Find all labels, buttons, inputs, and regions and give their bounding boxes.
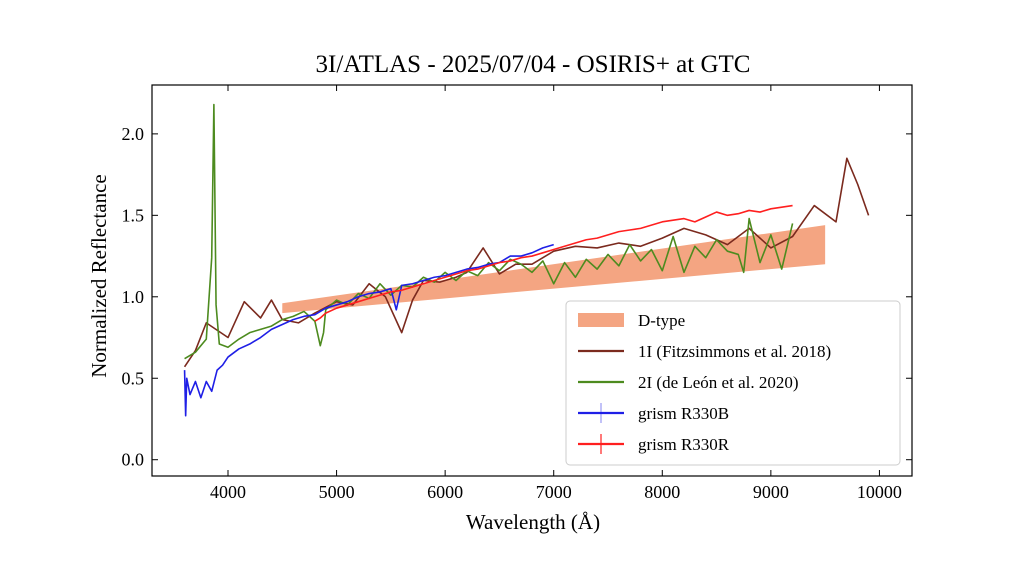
x-tick-label-5000: 5000 — [319, 482, 355, 502]
x-tick-label-7000: 7000 — [536, 482, 572, 502]
y-tick-label-0: 0.0 — [122, 450, 145, 470]
series-line-1i-fitzsimmons-et-al-2018 — [183, 157, 870, 368]
plot-frame — [151, 84, 913, 477]
legend-label-2i-de-le-n-et-al-2020: 2I (de León et al. 2020) — [638, 373, 799, 392]
plot-area — [183, 103, 870, 417]
legend-box — [565, 300, 901, 466]
legend-label-1i-fitzsimmons-et-al-2018: 1I (Fitzsimmons et al. 2018) — [638, 342, 831, 361]
chart-title: 3I/ATLAS - 2025/07/04 - OSIRIS+ at GTC — [316, 51, 751, 78]
legend: D-type 1I (Fitzsimmons et al. 2018) 2I (de… — [565, 300, 901, 466]
x-tick-label-10000: 10000 — [857, 482, 902, 502]
x-tick-label-9000: 9000 — [753, 482, 789, 502]
x-axis-label: Wavelength (Å) — [466, 510, 600, 534]
legend-label-grism-r330r: grism R330R — [638, 435, 730, 454]
legend-swatch-grism-r330r — [578, 434, 624, 454]
y-tick-label-2: 1.0 — [122, 287, 145, 307]
y-axis-label: Normalized Reflectance — [87, 174, 111, 377]
y-tick-label-3: 1.5 — [122, 205, 145, 225]
x-tick-label-8000: 8000 — [644, 482, 680, 502]
axes: 4000 5000 6000 7000 8000 9000 10000 0.0 0.5 1.0 1.… — [122, 84, 913, 502]
series-line-grism-r330b — [183, 243, 554, 417]
series-line-grism-r330r — [314, 204, 793, 322]
x-tick-label-6000: 6000 — [427, 482, 463, 502]
x-tick-label-4000: 4000 — [210, 482, 246, 502]
y-tick-label-4: 2.0 — [122, 124, 145, 144]
legend-label-d-type: D-type — [638, 311, 685, 330]
y-tick-label-1: 0.5 — [122, 368, 145, 388]
legend-swatch-grism-r330b — [578, 403, 624, 423]
legend-label-grism-r330b: grism R330B — [638, 404, 729, 423]
legend-swatch-d-type — [578, 313, 624, 327]
